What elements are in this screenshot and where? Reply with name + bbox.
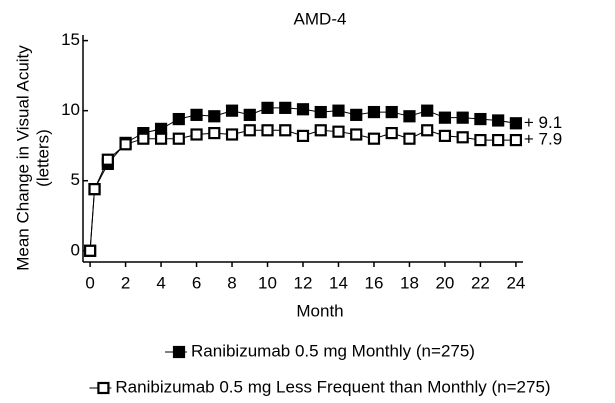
- point: [314, 105, 327, 119]
- point: [190, 128, 203, 141]
- point: [403, 110, 416, 123]
- x-tick-label: 6: [192, 273, 201, 292]
- point: [385, 126, 398, 140]
- point: [474, 133, 487, 147]
- point: [367, 132, 381, 145]
- point: [190, 108, 203, 121]
- point: [225, 104, 239, 117]
- point: [154, 132, 168, 145]
- point: [474, 112, 487, 126]
- point: [261, 124, 274, 137]
- point: [350, 108, 363, 121]
- point: [438, 111, 452, 124]
- point: [403, 132, 416, 145]
- point: [154, 122, 168, 135]
- end-annotation: + 7.9: [524, 130, 562, 149]
- x-tick-label: 24: [506, 273, 525, 292]
- x-tick-label: 4: [156, 273, 165, 292]
- x-tick-label: 16: [365, 273, 384, 292]
- point: [350, 128, 363, 141]
- point: [119, 138, 132, 151]
- point: [208, 110, 221, 123]
- series-line: [89, 129, 516, 251]
- point: [296, 103, 310, 116]
- point: [492, 133, 505, 147]
- point: [243, 124, 256, 137]
- y-tick-label: 10: [61, 100, 80, 119]
- y-tick-label: 5: [71, 170, 80, 189]
- x-tick-label: 0: [85, 273, 94, 292]
- point: [261, 101, 274, 114]
- point: [208, 126, 221, 140]
- point: [332, 125, 345, 138]
- x-tick-label: 20: [435, 273, 454, 292]
- x-tick-label: 10: [258, 273, 277, 292]
- chart-title: AMD-4: [294, 9, 347, 28]
- point: [385, 105, 398, 119]
- point: [421, 124, 434, 137]
- x-tick-label: 18: [400, 273, 419, 292]
- point: [279, 124, 292, 137]
- end-annotation: + 9.1: [524, 113, 562, 132]
- legend-marker: [97, 381, 110, 395]
- point: [296, 129, 310, 142]
- x-tick-label: 2: [121, 273, 130, 292]
- point: [83, 244, 97, 257]
- point: [137, 132, 150, 145]
- point: [456, 111, 469, 124]
- point: [101, 153, 114, 166]
- point: [172, 132, 185, 145]
- point: [509, 117, 523, 130]
- point: [332, 104, 345, 117]
- x-tick-label: 8: [227, 273, 236, 292]
- y-axis-label: Mean Change in Visual Acuity: [13, 45, 32, 271]
- point: [421, 104, 434, 117]
- y-axis-label: (letters): [33, 129, 52, 187]
- legend-label: Ranibizumab 0.5 mg Less Frequent than Mo…: [115, 377, 550, 396]
- x-axis-label: Month: [296, 301, 343, 320]
- point: [492, 114, 505, 127]
- point: [509, 133, 523, 147]
- y-tick-label: 15: [61, 30, 80, 49]
- legend-label: Ranibizumab 0.5 mg Monthly (n=275): [191, 341, 475, 360]
- point: [438, 129, 452, 142]
- point: [172, 112, 185, 126]
- x-tick-label: 22: [471, 273, 490, 292]
- point: [456, 131, 469, 144]
- point: [279, 101, 292, 114]
- point: [367, 105, 381, 119]
- x-tick-label: 12: [294, 273, 313, 292]
- legend-marker: [172, 345, 186, 359]
- point: [88, 183, 101, 196]
- y-tick-label: 0: [71, 240, 80, 259]
- x-tick-label: 14: [329, 273, 348, 292]
- point: [314, 124, 327, 137]
- point: [243, 108, 256, 121]
- series-line: [89, 107, 516, 251]
- point: [225, 128, 239, 141]
